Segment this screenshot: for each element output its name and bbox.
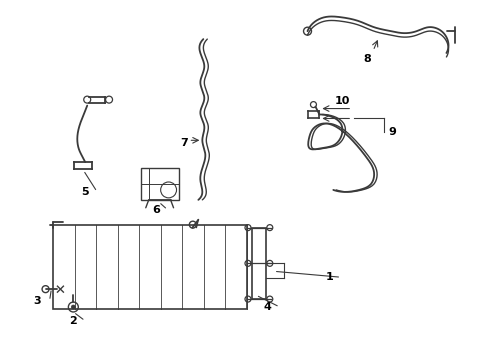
Text: 9: 9	[387, 127, 395, 138]
Text: 3: 3	[34, 296, 41, 306]
Text: 1: 1	[325, 272, 332, 282]
Text: 6: 6	[151, 205, 159, 215]
Text: 2: 2	[69, 316, 77, 326]
Text: 8: 8	[363, 54, 370, 64]
Circle shape	[71, 305, 75, 309]
Text: 7: 7	[180, 138, 188, 148]
Text: 5: 5	[81, 187, 89, 197]
Text: 4: 4	[264, 302, 271, 312]
Text: 10: 10	[334, 96, 349, 105]
